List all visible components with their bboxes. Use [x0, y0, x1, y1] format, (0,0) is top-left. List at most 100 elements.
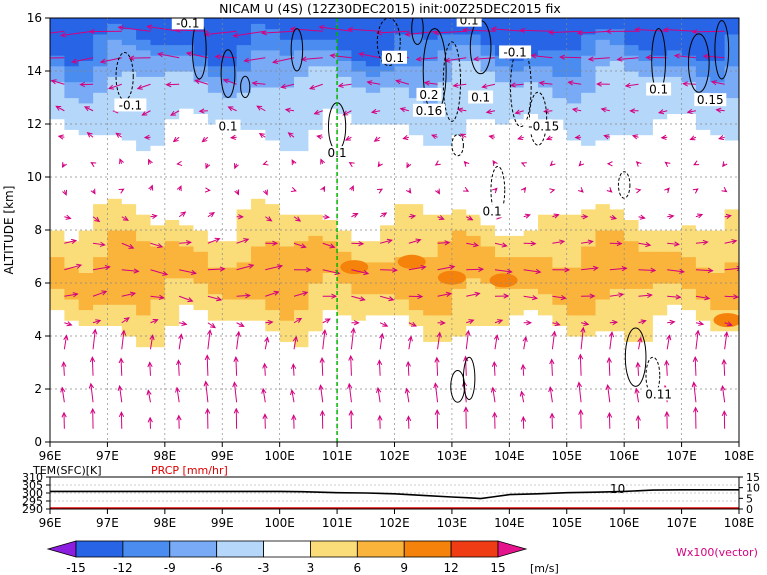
wind-shade-cell: [724, 49, 739, 56]
wind-shade-cell: [251, 336, 266, 342]
wind-vector: [406, 388, 410, 403]
wind-shade-cell: [609, 139, 625, 146]
wind-shade-cell: [308, 367, 324, 374]
wind-shade-cell: [222, 230, 238, 236]
wind-shade-cell: [136, 171, 152, 178]
wind-shade-cell: [121, 357, 137, 364]
wind-shade-cell: [437, 214, 453, 220]
wind-shade-cell: [451, 420, 467, 427]
wind-shade-cell: [566, 399, 582, 406]
wind-shade-cell: [495, 251, 510, 258]
wind-shade-cell: [681, 235, 697, 242]
wind-shade-cell: [150, 187, 166, 194]
wind-vector: [121, 292, 136, 297]
wind-shade-cell: [466, 245, 482, 252]
wind-shade-cell: [365, 261, 381, 268]
wind-shade-cell: [466, 431, 482, 438]
wind-shade-cell: [595, 256, 611, 263]
wind-shade-cell: [107, 251, 123, 258]
wind-vector: [380, 295, 394, 301]
wind-vector-head: [57, 134, 64, 140]
wind-shade-cell: [437, 65, 453, 72]
wind-shade-cell: [408, 208, 424, 215]
wind-shade-cell: [652, 256, 668, 263]
wind-vector: [723, 359, 726, 376]
wind-shade-cell: [207, 256, 223, 263]
wind-vector-head: [234, 189, 240, 196]
wind-shade-cell: [351, 373, 367, 379]
wind-shade-cell: [480, 293, 496, 300]
wind-shade-cell: [509, 150, 525, 157]
wind-shade-cell: [595, 383, 611, 390]
wind-shade-cell: [351, 341, 367, 348]
wind-shade-cell: [179, 92, 195, 99]
wind-shade-cell: [638, 124, 654, 130]
wind-shade-cell: [380, 33, 396, 40]
wind-shade-cell: [695, 198, 711, 205]
wind-shade-cell: [566, 293, 582, 300]
wind-shade-cell: [78, 314, 94, 321]
wind-shade-cell: [710, 230, 726, 236]
wind-shade-cell: [294, 161, 309, 167]
wind-shade-cell: [624, 65, 640, 72]
wind-shade-cell: [136, 341, 152, 348]
wind-shade-cell: [222, 177, 238, 183]
wind-vector-head: [410, 213, 417, 220]
wind-shade-cell: [78, 134, 94, 141]
wind-shade-cell: [624, 293, 640, 300]
wind-shade-cell: [466, 118, 482, 125]
wind-shade-cell: [164, 192, 180, 199]
wind-shade-cell: [394, 394, 410, 401]
contour-label-bg: [215, 119, 241, 133]
wind-shade-cell: [566, 362, 582, 369]
wind-shade-cell: [609, 357, 625, 364]
wind-shade-cell: [695, 373, 711, 379]
wind-vector-head: [251, 80, 258, 87]
wind-shade-cell: [294, 208, 309, 215]
wind-vector-head: [485, 108, 492, 115]
wind-shade-cell: [394, 309, 410, 316]
wind-vector-head: [463, 186, 470, 192]
wind-vector: [321, 358, 324, 376]
wind-shade-cell: [78, 304, 94, 311]
wind-shade-cell: [337, 166, 353, 173]
wind-shade-cell: [236, 367, 252, 374]
wind-shade-cell: [64, 44, 80, 51]
wind-shade-cell: [337, 124, 353, 130]
wind-shade-cell: [322, 92, 338, 99]
wind-shade-cell: [179, 314, 195, 321]
wind-shade-cell: [222, 60, 238, 67]
wind-shade-cell: [121, 224, 137, 231]
wind-shade-cell: [50, 187, 65, 194]
wind-shade-cell: [523, 420, 539, 427]
wind-shade-cell: [595, 139, 611, 146]
wind-shade-cell: [581, 182, 597, 189]
wind-shade-cell: [294, 145, 309, 152]
wind-shade-cell: [566, 192, 582, 199]
wind-vector-head: [524, 213, 531, 219]
y-tick-label: 2: [34, 382, 42, 396]
wind-shade-cell: [480, 219, 496, 226]
wind-vector-head: [402, 135, 409, 141]
wind-shade-cell: [538, 383, 553, 390]
wind-shade-cell: [50, 410, 65, 417]
wind-shade-cell: [78, 235, 94, 242]
y-tick-label: 4: [34, 329, 42, 343]
wind-shade-cell: [480, 415, 496, 422]
wind-shade-cell: [322, 65, 338, 72]
wind-shade-cell: [93, 325, 109, 332]
wind-shade-cell: [566, 325, 582, 332]
wind-shade-cell: [681, 320, 697, 326]
wind-vector-head: [621, 266, 628, 272]
wind-shade-cell: [609, 214, 625, 220]
wind-vector-head: [445, 291, 452, 297]
wind-shade-cell: [566, 102, 582, 109]
wind-shade-cell: [566, 139, 582, 146]
wind-shade-cell: [322, 309, 338, 316]
wind-shade-cell: [566, 410, 582, 417]
wind-shade-cell: [495, 86, 510, 93]
wind-shade-cell: [150, 139, 166, 146]
wind-vector-head: [693, 160, 700, 166]
wind-shade-cell: [581, 113, 597, 120]
wind-shade-cell: [380, 272, 396, 279]
